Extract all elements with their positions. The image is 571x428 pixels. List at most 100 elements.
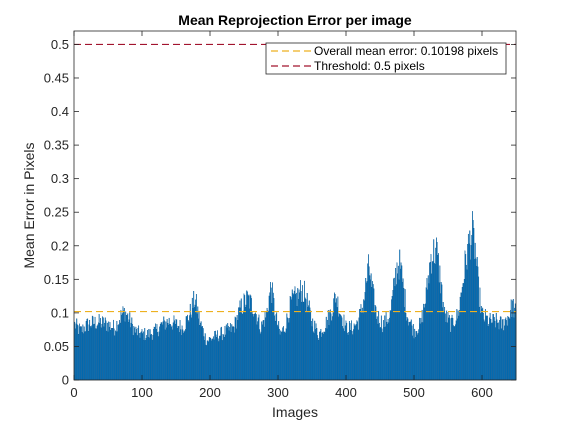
bar [106, 330, 108, 381]
bar [247, 294, 249, 381]
bar [435, 247, 437, 381]
bar [96, 325, 98, 381]
bar [192, 307, 194, 381]
bar [325, 316, 327, 381]
bar [204, 340, 206, 381]
bar [219, 336, 220, 381]
bar [448, 315, 450, 381]
bar [348, 332, 350, 381]
bar [332, 312, 334, 381]
bar [144, 328, 146, 381]
bar [419, 317, 420, 381]
bar [210, 337, 212, 381]
bar [143, 340, 145, 381]
bar [295, 294, 297, 381]
bar [425, 303, 427, 381]
bar [405, 312, 407, 381]
bar [467, 244, 469, 381]
bar [498, 329, 500, 381]
bar [478, 276, 480, 381]
bar [153, 328, 155, 381]
bar [306, 292, 308, 381]
bar [262, 320, 264, 381]
bar [169, 324, 171, 381]
bar [118, 324, 120, 381]
bar [442, 307, 444, 381]
bar [399, 268, 401, 381]
bar [326, 328, 328, 381]
bar [327, 310, 329, 381]
bar [494, 320, 496, 381]
bar [503, 330, 505, 381]
bar [476, 256, 478, 381]
bar [266, 307, 268, 381]
bar [205, 344, 207, 381]
bar [244, 307, 246, 381]
bar [308, 305, 310, 381]
bar [338, 316, 339, 381]
bar [208, 337, 210, 381]
bar [334, 292, 335, 381]
bar [112, 319, 114, 381]
bar [365, 278, 367, 381]
bar [510, 310, 512, 381]
bar [480, 306, 482, 381]
bar [389, 317, 390, 381]
bar [372, 284, 374, 381]
bar [420, 317, 422, 381]
bar [355, 325, 356, 381]
bar [178, 332, 180, 381]
bar [206, 340, 208, 381]
bar [407, 318, 409, 381]
bar [166, 327, 167, 381]
bar [147, 337, 149, 381]
bar [431, 261, 433, 381]
bar [308, 300, 310, 381]
bar [440, 282, 442, 381]
bar [106, 322, 108, 381]
bar [449, 318, 451, 381]
bar [403, 288, 405, 381]
bar [285, 328, 287, 381]
bar [104, 317, 106, 381]
bar [496, 319, 498, 381]
bar [261, 324, 263, 381]
bar [149, 337, 150, 381]
bar [185, 329, 186, 381]
bar [402, 281, 403, 381]
bar [92, 316, 94, 381]
bar [376, 318, 378, 381]
bar [283, 326, 284, 381]
bar [170, 324, 172, 381]
bar [110, 329, 112, 381]
bar [217, 338, 219, 381]
bar [372, 281, 373, 381]
bar [500, 316, 502, 381]
bar [397, 273, 399, 381]
bar [119, 322, 121, 381]
bar [258, 314, 260, 381]
bar [508, 316, 509, 381]
bar [154, 326, 156, 381]
bar [501, 319, 503, 381]
bar [362, 313, 364, 381]
bar [291, 299, 293, 381]
bar [297, 288, 299, 381]
bar [354, 325, 356, 381]
axes-box [73, 30, 517, 381]
bar [461, 287, 463, 381]
bar [342, 326, 344, 381]
bar [370, 279, 371, 381]
y-tick-label: 0.1 [51, 305, 69, 320]
bar [120, 310, 122, 381]
bar [142, 331, 144, 381]
bar [446, 322, 448, 381]
bar [425, 287, 427, 381]
bar [295, 292, 297, 381]
bar [391, 296, 393, 381]
bar [402, 278, 404, 381]
bar [224, 326, 226, 381]
bar [461, 292, 463, 381]
bar [433, 239, 435, 381]
x-tick-label: 300 [267, 385, 289, 400]
